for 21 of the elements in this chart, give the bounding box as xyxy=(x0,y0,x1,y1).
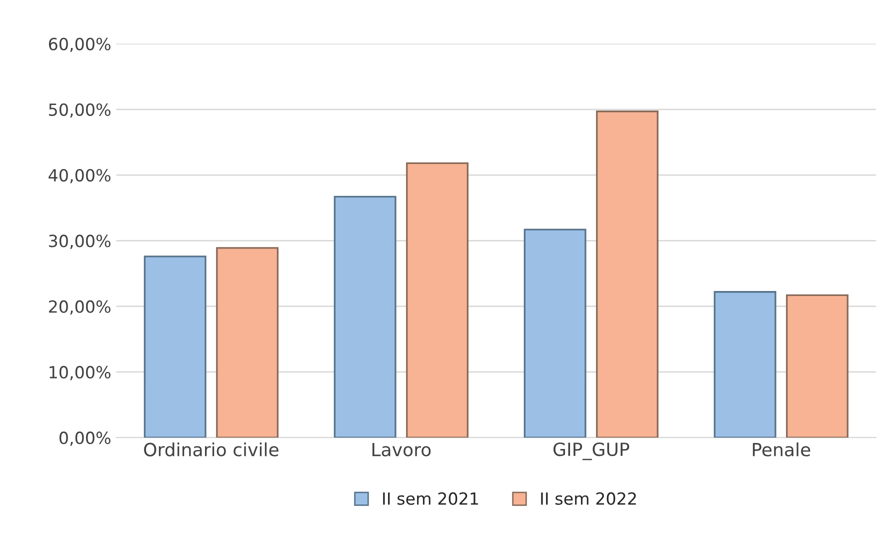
legend-label: II sem 2021 xyxy=(383,492,478,505)
x-tick-label: Ordinario civile xyxy=(144,442,278,456)
bar xyxy=(596,110,658,438)
y-tick-label: 0,00% xyxy=(60,432,110,446)
y-tick-label: 20,00% xyxy=(49,300,110,315)
y-tick-label: 10,00% xyxy=(50,366,110,380)
y-tick-label: 60,00% xyxy=(48,38,110,52)
y-tick-label: 30,00% xyxy=(49,234,110,249)
bar xyxy=(786,294,848,438)
bar xyxy=(216,247,279,438)
x-tick-label: Lavoro xyxy=(372,443,431,456)
x-tick-label: Penale xyxy=(752,442,810,456)
y-tick-label: 40,00% xyxy=(48,169,110,184)
legend-label: II sem 2022 xyxy=(541,492,636,505)
bar xyxy=(714,291,776,438)
bar xyxy=(334,196,396,438)
x-tick-label: GIP_GUP xyxy=(554,442,630,460)
bar xyxy=(524,228,586,438)
y-tick-label: 50,00% xyxy=(49,103,110,118)
bar xyxy=(144,256,206,438)
bar xyxy=(406,162,469,438)
